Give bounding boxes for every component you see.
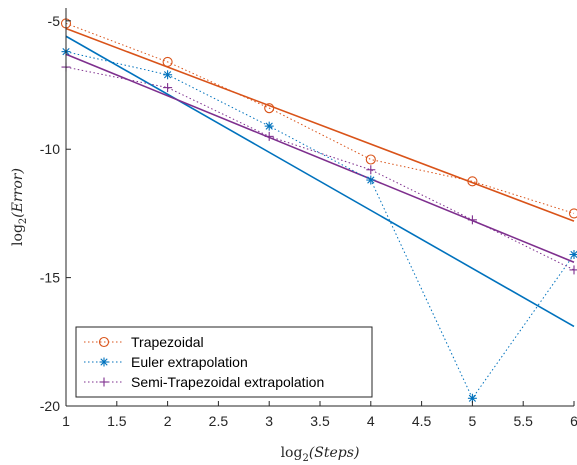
legend: Trapezoidal Euler extrapolation Semi-Trape…: [75, 326, 373, 398]
data-point-series-2-6-d2: [570, 250, 577, 259]
data-point-series-2-4-d2: [367, 176, 375, 184]
x-tick-label-1: 1: [62, 413, 70, 429]
data-point-series-1-3: [264, 103, 275, 114]
y-tick-label-3: -10: [40, 141, 60, 157]
x-tick-label-3: 2: [164, 413, 172, 429]
data-point-series-2-6: [569, 250, 577, 260]
fit-line-series-1: [65, 27, 575, 222]
data-point-series-1-3-shape: [264, 103, 275, 114]
data-point-series-3-6: [569, 265, 577, 275]
data-point-series-1-4-shape: [365, 154, 376, 165]
y-ticks: -20 -15 -10 -5: [40, 13, 71, 414]
legend-marker-2: [99, 357, 109, 367]
y-tick-label-4: -5: [48, 13, 61, 29]
data-point-series-3-5: [467, 215, 477, 225]
data-point-series-2-3: [264, 121, 274, 131]
x-tick-label-11: 6: [570, 413, 577, 429]
x-tick-label-10: 5.5: [513, 413, 533, 429]
legend-label-1: Trapezoidal: [131, 334, 204, 350]
x-tick-label-8: 4.5: [412, 413, 432, 429]
x-tick-label-7: 4: [367, 413, 375, 429]
data-point-series-2-2-d2: [163, 71, 172, 79]
x-axis-label-subscript: 2: [302, 453, 308, 464]
data-lines: [65, 22, 575, 400]
fit-line-series-3: [65, 53, 575, 263]
data-point-series-2-5-d2: [468, 394, 477, 402]
y-axis-label-base: log: [10, 224, 26, 246]
legend-marker-1: [98, 336, 110, 348]
data-point-series-2-5: [467, 393, 477, 403]
x-ticks: 1 1.5 2 2.5 3 3.5 4 4.5 5 5.5 6: [62, 401, 577, 429]
data-point-series-3-2: [163, 83, 173, 93]
x-tick-label-2: 1.5: [107, 413, 127, 429]
data-point-series-1-2-shape: [162, 56, 173, 67]
legend-marker-3: [99, 377, 109, 387]
data-point-series-1-5-shape: [467, 176, 478, 187]
data-point-series-3-4: [366, 165, 376, 175]
x-tick-label-9: 5: [469, 413, 477, 429]
y-tick-label-1: -20: [40, 398, 60, 414]
legend-label-3: Semi-Trapezoidal extrapolation: [131, 374, 324, 390]
x-tick-label-6: 3.5: [310, 413, 330, 429]
legend-marker-2-d2: [100, 358, 108, 366]
data-point-series-2-4: [366, 175, 376, 185]
y-axis-label: log2(Error): [10, 168, 29, 246]
data-point-series-2-3-d2: [265, 122, 273, 130]
fit-line-series-2: [65, 35, 575, 328]
legend-box: [75, 326, 373, 398]
data-point-series-1-2: [162, 56, 173, 67]
x-axis-label-argument: (Steps): [309, 445, 360, 461]
series-line-1: [65, 22, 575, 214]
x-tick-label-5: 3: [265, 413, 273, 429]
x-axis-label-base: log: [281, 445, 303, 461]
y-axis-label-subscript: 2: [18, 218, 29, 224]
legend-marker-1-shape: [98, 336, 110, 348]
data-point-series-1-4: [365, 154, 376, 165]
data-point-series-2-2: [163, 70, 173, 80]
y-axis-label-argument: (Error): [10, 168, 26, 218]
legend-label-2: Euler extrapolation: [131, 354, 248, 370]
data-point-series-1-6-shape: [568, 208, 577, 219]
data-point-series-1-5: [467, 176, 478, 187]
y-tick-label-2: -15: [40, 270, 60, 286]
x-axis-label: log2(Steps): [281, 445, 360, 464]
x-tick-label-4: 2.5: [209, 413, 229, 429]
data-point-series-3-3: [264, 131, 274, 141]
data-point-series-1-6: [568, 208, 577, 219]
fit-lines: [65, 27, 575, 328]
